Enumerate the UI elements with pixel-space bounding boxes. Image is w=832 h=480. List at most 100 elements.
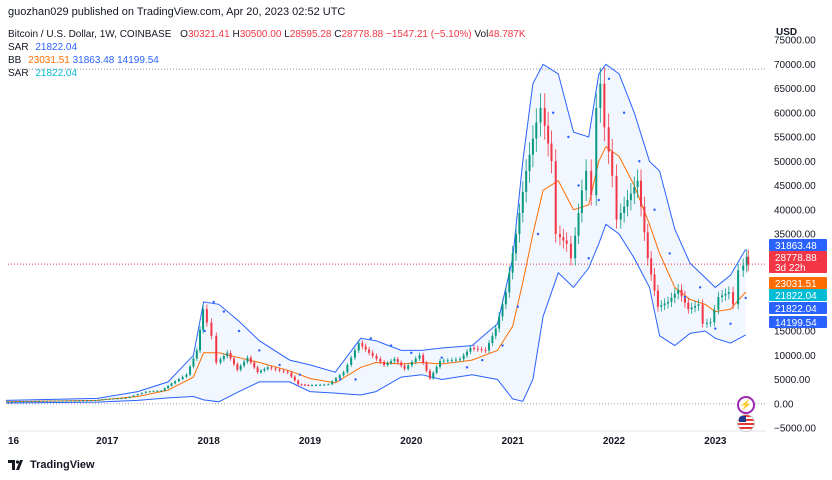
change-value: −1547.21 (−5.10%) bbox=[385, 29, 472, 40]
bb-label: BB bbox=[8, 55, 22, 66]
candle-body bbox=[585, 170, 588, 191]
candle-body bbox=[94, 400, 97, 402]
sar-dot bbox=[587, 257, 590, 260]
y-tick-label: 40000.00 bbox=[774, 205, 816, 216]
candle-body bbox=[226, 352, 229, 357]
sar-dot bbox=[465, 366, 469, 369]
us-flag-icon[interactable] bbox=[737, 414, 755, 432]
symbol-legend-row: Bitcoin / U.S. Dollar, 1W, COINBASE O303… bbox=[8, 28, 526, 41]
sar-value: 21822.04 bbox=[35, 42, 78, 53]
candle-body bbox=[643, 206, 646, 233]
candle-body bbox=[49, 400, 52, 402]
sar-dot bbox=[607, 77, 611, 81]
candle-body bbox=[747, 256, 750, 265]
candle-body bbox=[414, 358, 417, 363]
sar-dot bbox=[339, 378, 342, 381]
sar-dot bbox=[501, 344, 504, 347]
candle-body bbox=[174, 381, 177, 384]
sar-dot bbox=[551, 111, 555, 114]
candle-body bbox=[108, 398, 111, 400]
candle-body bbox=[656, 290, 659, 307]
candle-body bbox=[90, 400, 93, 402]
candle-body bbox=[558, 234, 561, 238]
sar-dot bbox=[622, 111, 626, 114]
candle-body bbox=[148, 391, 151, 393]
sar-dot bbox=[258, 349, 261, 352]
sar-dot bbox=[481, 358, 484, 362]
candle-body bbox=[274, 368, 277, 370]
candle-body bbox=[38, 400, 41, 402]
candle-body bbox=[650, 258, 653, 275]
candle-body bbox=[290, 372, 293, 377]
bb-band-fill bbox=[6, 64, 746, 404]
candle-body bbox=[236, 364, 239, 370]
candle-body bbox=[418, 355, 421, 359]
currency-label[interactable]: USD bbox=[776, 27, 798, 38]
x-tick-label: 2020 bbox=[400, 436, 423, 447]
candle-body bbox=[315, 384, 318, 386]
candle-body bbox=[65, 400, 68, 402]
candle-body bbox=[511, 253, 514, 273]
low-label: L bbox=[284, 29, 290, 40]
candle-body bbox=[595, 107, 598, 196]
candle-body bbox=[202, 309, 205, 330]
sar-dot bbox=[298, 373, 302, 376]
y-tick-label: 0.00 bbox=[774, 399, 794, 410]
candle-body bbox=[185, 374, 188, 377]
tradingview-footer[interactable]: TradingView bbox=[8, 459, 95, 471]
candle-body bbox=[615, 175, 618, 220]
candle-body bbox=[528, 154, 531, 171]
candle-body bbox=[101, 399, 104, 401]
candle-body bbox=[266, 367, 269, 369]
candle-body bbox=[590, 170, 593, 196]
candle-body bbox=[232, 358, 235, 365]
candle-body bbox=[128, 396, 131, 398]
candle-body bbox=[521, 191, 524, 213]
candle-body bbox=[210, 322, 213, 336]
sar-legend-row[interactable]: SAR 21822.04 bbox=[8, 41, 526, 54]
candle-body bbox=[364, 346, 367, 350]
candle-body bbox=[379, 358, 382, 362]
candle-body bbox=[368, 349, 371, 353]
bb-legend-row[interactable]: BB 23031.51 31863.48 14199.54 bbox=[8, 54, 526, 67]
candle-body bbox=[278, 369, 281, 371]
candle-body bbox=[116, 398, 119, 400]
candle-body bbox=[286, 371, 289, 373]
candle-body bbox=[742, 265, 745, 271]
candle-body bbox=[243, 361, 246, 366]
candle-body bbox=[565, 240, 568, 244]
candle-body bbox=[73, 400, 76, 402]
high-label: H bbox=[232, 29, 240, 40]
candle-body bbox=[177, 379, 180, 382]
candle-body bbox=[670, 297, 673, 302]
sar2-label: SAR bbox=[8, 68, 29, 79]
sar-dot bbox=[536, 232, 540, 236]
candle-body bbox=[270, 367, 273, 369]
candle-body bbox=[724, 293, 727, 296]
candle-body bbox=[219, 359, 222, 363]
symbol-name[interactable]: Bitcoin / U.S. Dollar, 1W, COINBASE bbox=[8, 29, 172, 40]
candle-body bbox=[86, 400, 89, 402]
sar-dot bbox=[278, 363, 281, 367]
candle-body bbox=[163, 388, 166, 391]
candle-body bbox=[518, 212, 521, 234]
sar-dot bbox=[729, 322, 732, 325]
candle-body bbox=[580, 190, 583, 213]
candle-body bbox=[124, 397, 127, 399]
lightning-icon[interactable]: ⚡ bbox=[737, 396, 755, 414]
sar-dot bbox=[597, 198, 600, 202]
price-label-text: 21822.04 bbox=[775, 304, 817, 315]
sar2-legend-row[interactable]: SAR 21822.04 bbox=[8, 67, 526, 80]
candle-body bbox=[407, 365, 410, 369]
candle-body bbox=[170, 383, 173, 386]
candle-body bbox=[260, 370, 263, 373]
price-label-box bbox=[769, 277, 827, 289]
candle-body bbox=[619, 212, 622, 220]
price-label-text: 14199.54 bbox=[775, 318, 817, 329]
candle-body bbox=[432, 372, 435, 379]
candle-body bbox=[727, 292, 730, 294]
volume-value: 48.787K bbox=[488, 29, 526, 40]
candle-body bbox=[562, 237, 565, 241]
candle-body bbox=[677, 289, 680, 294]
